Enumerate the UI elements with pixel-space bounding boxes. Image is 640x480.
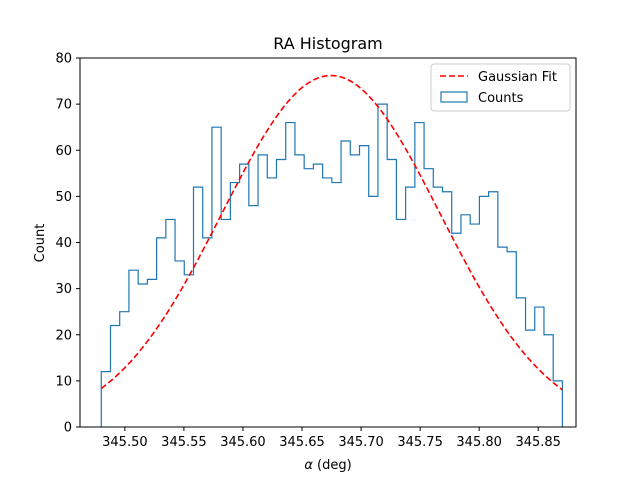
y-axis-label: Count	[33, 224, 48, 263]
legend: Gaussian Fit Counts	[430, 63, 571, 112]
y-tick-label: 80	[55, 52, 72, 67]
counts-histogram	[100, 103, 564, 427]
x-tick-label: 345.65	[279, 435, 325, 450]
plot-area: 345.50 345.55 345.60 345.65 345.70 345.75 345.…	[55, 52, 577, 450]
legend-counts-label: Counts	[478, 91, 524, 106]
y-tick-label: 60	[55, 144, 72, 159]
y-tick-label: 30	[55, 282, 72, 297]
x-axis-label: α (deg)	[304, 458, 351, 473]
x-tick-label: 345.85	[515, 435, 561, 450]
x-tick-label: 345.60	[220, 435, 266, 450]
y-tick-label: 10	[55, 374, 72, 389]
x-axis-label-unit: (deg)	[313, 458, 352, 473]
x-axis-label-symbol: α	[304, 458, 313, 473]
x-tick-label: 345.80	[456, 435, 502, 450]
x-tick-label: 345.50	[102, 435, 148, 450]
x-tick-label: 345.75	[397, 435, 443, 450]
legend-gaussian-label: Gaussian Fit	[478, 70, 557, 85]
y-tick-label: 40	[55, 236, 72, 251]
y-tick-label: 20	[55, 328, 72, 343]
y-tick-label: 70	[55, 98, 72, 113]
gaussian-fit-line	[100, 74, 563, 391]
y-tick-label: 0	[64, 421, 72, 436]
x-tick-label: 345.70	[338, 435, 384, 450]
x-tick-label: 345.55	[161, 435, 207, 450]
legend-box	[430, 63, 571, 112]
chart-title: RA Histogram	[273, 34, 383, 53]
legend-counts-swatch	[440, 91, 468, 103]
y-tick-label: 50	[55, 190, 72, 205]
